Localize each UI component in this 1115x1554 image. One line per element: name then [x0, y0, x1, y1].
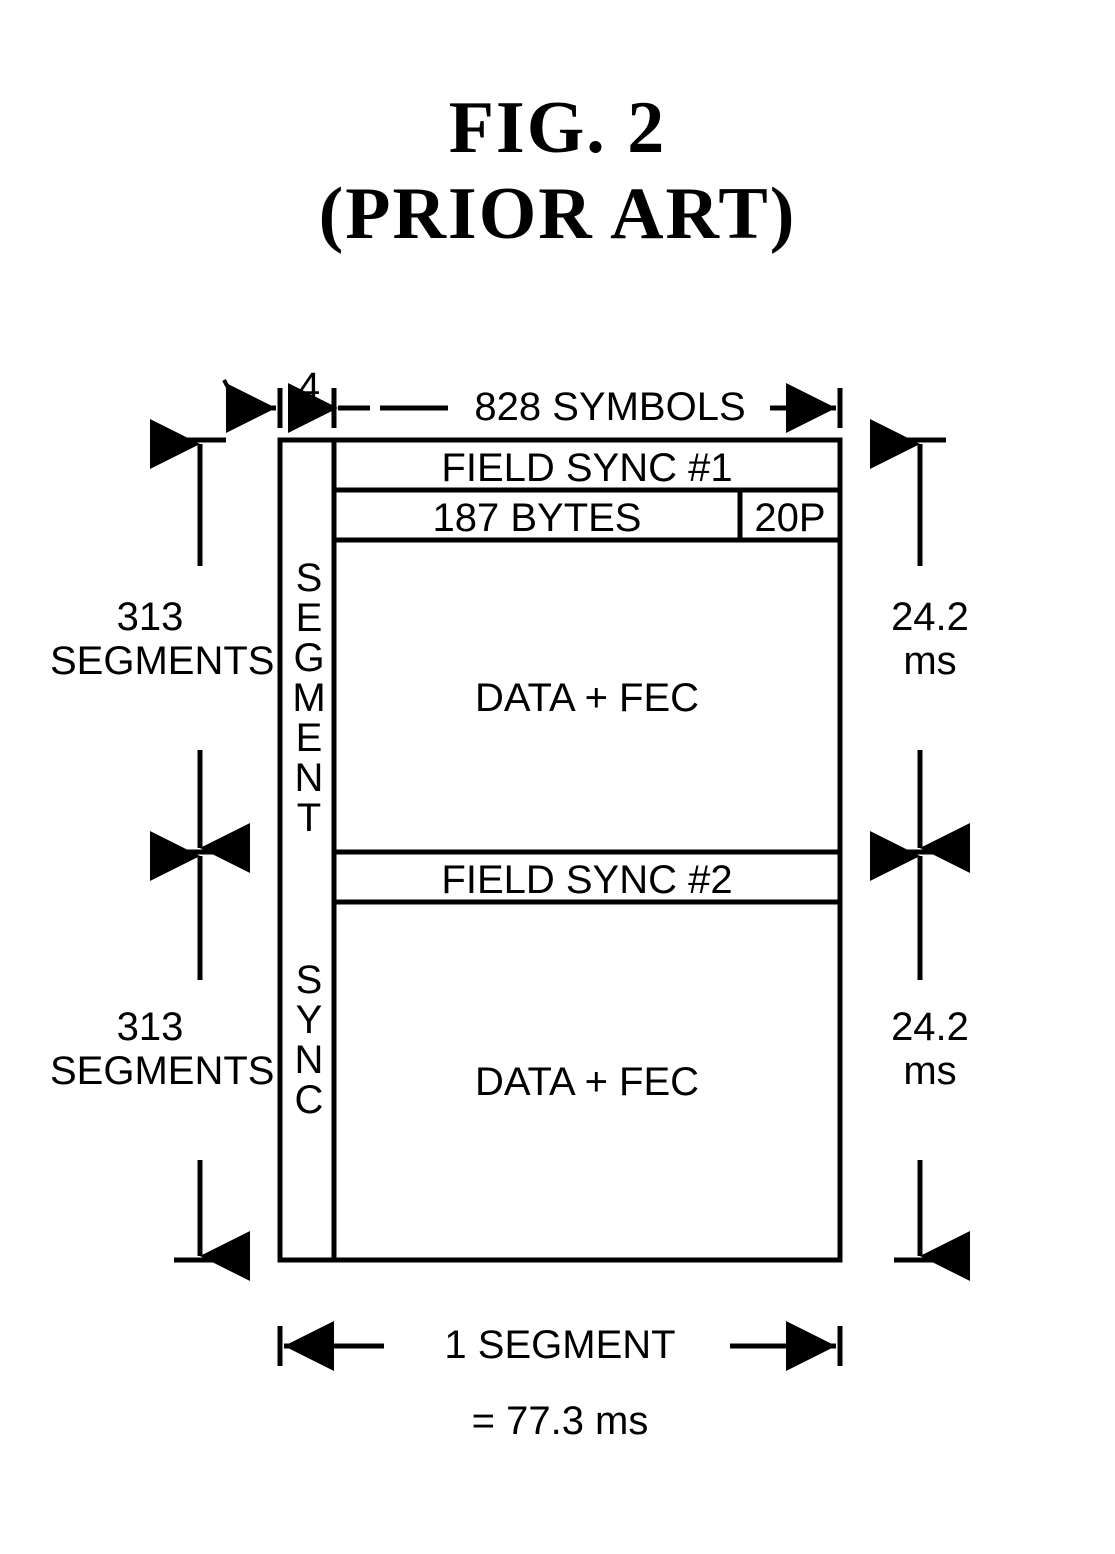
- dim-4-label: 4: [294, 366, 324, 408]
- left-313-1-line1: 313: [50, 596, 250, 638]
- row-data1: DATA + FEC: [334, 676, 840, 721]
- sidebar-segment-text: SEGMENT: [286, 558, 332, 838]
- left-313-2-line2: SEGMENTS: [50, 1050, 250, 1092]
- dim-828-label: 828 SYMBOLS: [450, 386, 770, 428]
- diagram-svg: [0, 0, 1115, 1554]
- right-ms-1-line2: ms: [870, 640, 990, 682]
- left-313-2-line1: 313: [50, 1006, 250, 1048]
- bottom-segment: 1 SEGMENT: [390, 1324, 730, 1366]
- row-bytes: 187 BYTES: [334, 496, 740, 541]
- row-data2: DATA + FEC: [334, 1060, 840, 1105]
- row-fieldsync2: FIELD SYNC #2: [334, 858, 840, 903]
- bottom-ms: = 77.3 ms: [390, 1400, 730, 1442]
- row-fieldsync1: FIELD SYNC #1: [334, 446, 840, 491]
- left-313-1-line2: SEGMENTS: [50, 640, 250, 682]
- right-ms-2-line2: ms: [870, 1050, 990, 1092]
- right-ms-1-line1: 24.2: [870, 596, 990, 638]
- row-bytes-p: 20P: [740, 496, 840, 541]
- right-ms-2-line1: 24.2: [870, 1006, 990, 1048]
- sidebar-sync-text: SYNC: [286, 960, 332, 1120]
- figure-canvas: FIG. 2 (PRIOR ART): [0, 0, 1115, 1554]
